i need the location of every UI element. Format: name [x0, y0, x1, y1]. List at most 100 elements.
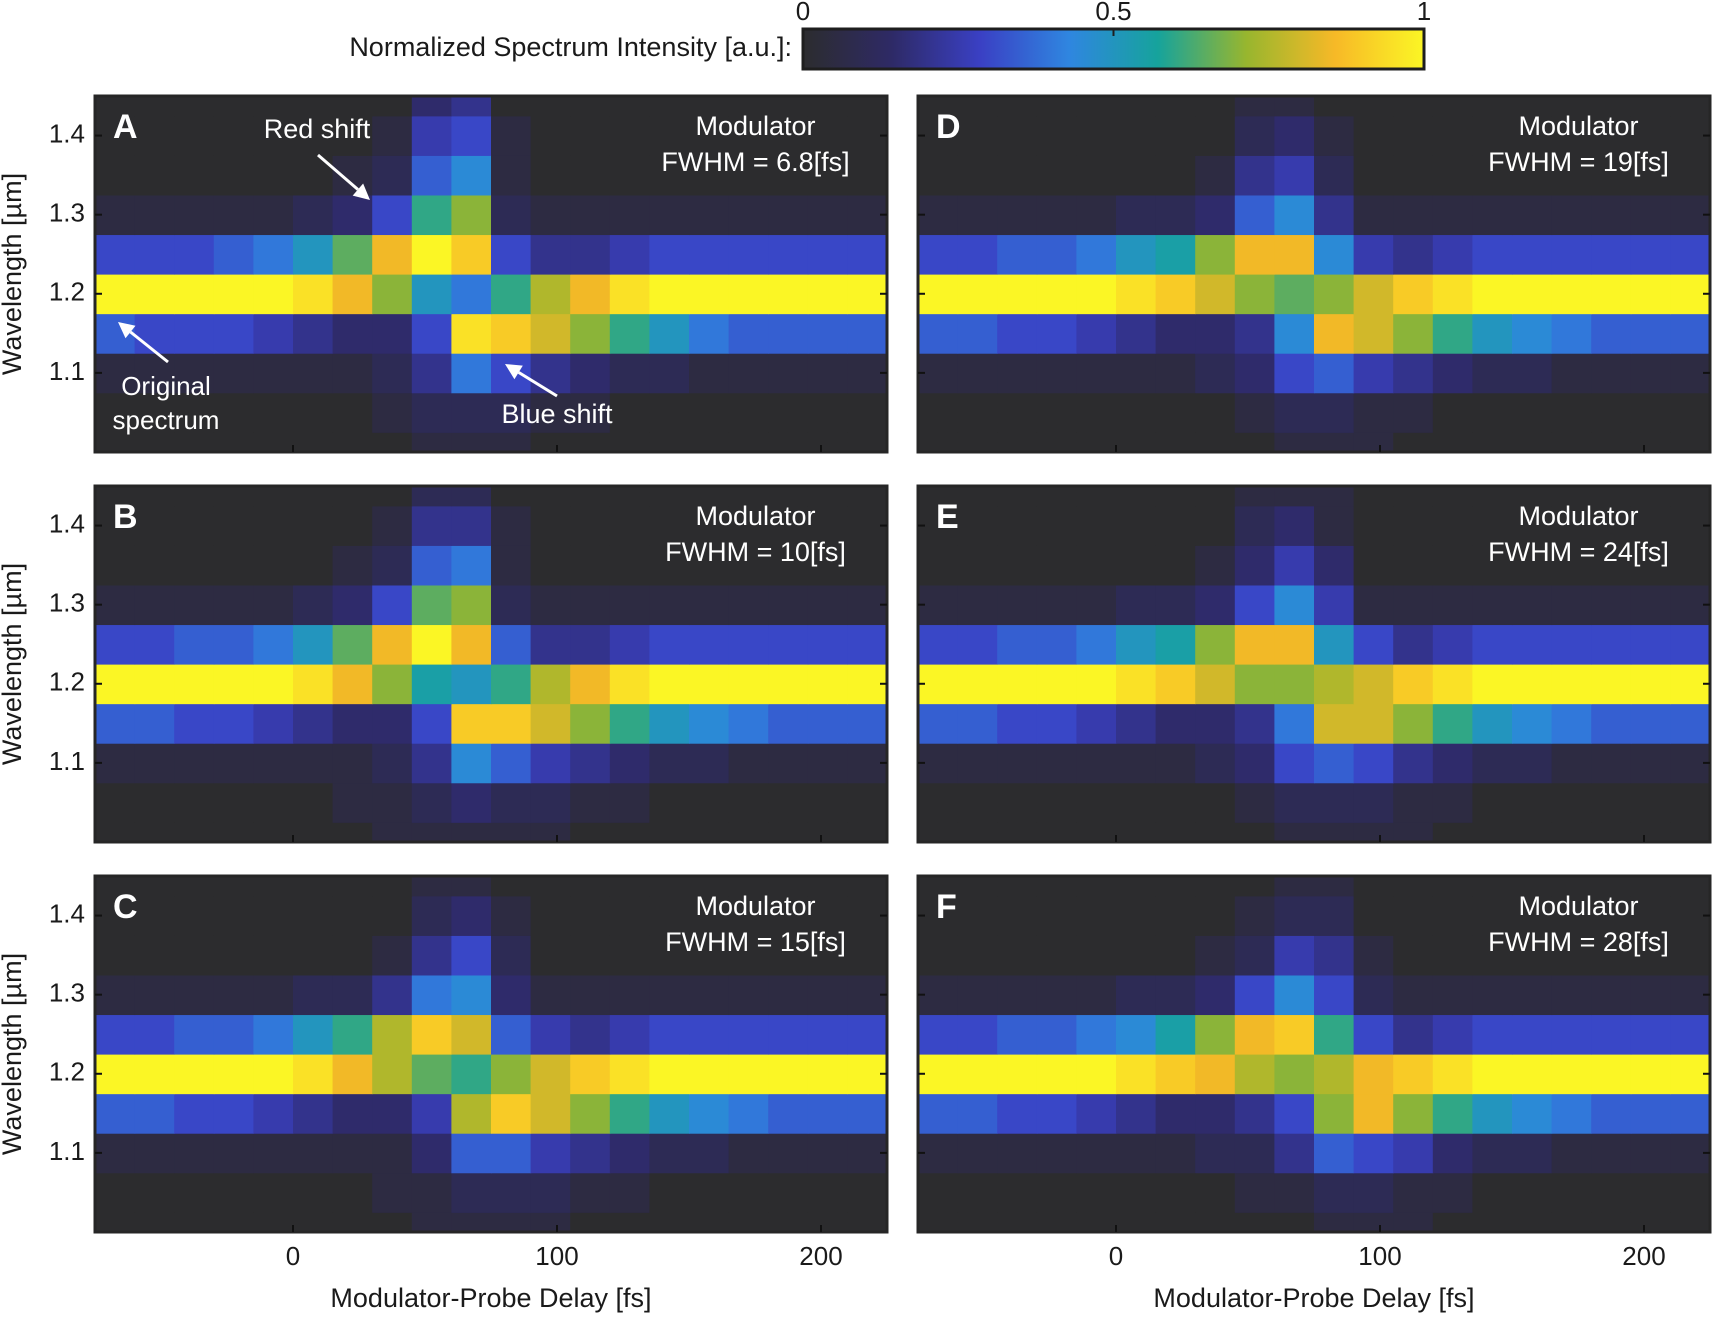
heatmap-cell [1630, 1093, 1671, 1134]
heatmap-cell [1234, 155, 1275, 196]
heatmap-cell [609, 1172, 650, 1213]
heatmap-cell [491, 155, 532, 196]
heatmap-cell [451, 1014, 492, 1055]
heatmap-cell [1630, 96, 1671, 117]
heatmap-cell [1116, 935, 1157, 976]
heatmap-cell [293, 1212, 334, 1232]
heatmap-cell [1314, 545, 1355, 586]
heatmap-cell [1353, 876, 1394, 897]
heatmap-cell [332, 822, 373, 842]
heatmap-cell [1076, 194, 1117, 236]
heatmap-cell [1630, 353, 1671, 394]
heatmap-cell [451, 353, 492, 394]
heatmap-cell [1591, 274, 1632, 315]
heatmap-cell [411, 664, 452, 705]
heatmap-cell [1472, 274, 1513, 315]
heatmap-cell [372, 935, 413, 976]
heatmap-cell [1116, 664, 1157, 705]
heatmap-cell [530, 96, 571, 117]
heatmap-cell [1076, 115, 1117, 156]
heatmap-cell [1432, 194, 1473, 236]
heatmap-cell [1036, 155, 1077, 196]
heatmap-cell [213, 96, 254, 117]
heatmap-cell [1353, 974, 1394, 1016]
heatmap-cell [1551, 1014, 1592, 1055]
heatmap-cell [609, 1212, 650, 1232]
heatmap-cell [918, 545, 959, 586]
heatmap-cell [1155, 1133, 1196, 1174]
heatmap-cell [1472, 584, 1513, 626]
heatmap-cell [1036, 274, 1077, 315]
heatmap-cell [1155, 1054, 1196, 1095]
heatmap-cell [451, 782, 492, 823]
heatmap-cell [1393, 1054, 1434, 1095]
heatmap-cell [411, 624, 452, 665]
heatmap-cell [609, 895, 650, 936]
heatmap-cell [1195, 1212, 1236, 1232]
heatmap-cell [1116, 1054, 1157, 1095]
heatmap-cell [1353, 935, 1394, 976]
heatmap-cell [411, 96, 452, 117]
colorbar-tick-label: 1 [1417, 0, 1431, 26]
heatmap-cell [609, 664, 650, 705]
heatmap-cell [1076, 895, 1117, 936]
heatmap-cell [530, 313, 571, 354]
heatmap-cell [174, 895, 215, 936]
heatmap-cell [1116, 234, 1157, 275]
heatmap-cell [957, 584, 998, 626]
heatmap-cell [1314, 822, 1355, 842]
heatmap-cell [728, 1014, 769, 1055]
heatmap-cell [1076, 505, 1117, 546]
heatmap-cell [957, 703, 998, 744]
heatmap-cell [1155, 822, 1196, 842]
heatmap-cell [570, 392, 611, 433]
heatmap-cell [1472, 353, 1513, 394]
heatmap-cell [134, 115, 175, 156]
heatmap-cell [570, 234, 611, 275]
heatmap-cell [997, 782, 1038, 823]
heatmap-cell [997, 1212, 1038, 1232]
heatmap-cell [689, 935, 730, 976]
heatmap-cell [1630, 115, 1671, 156]
heatmap-cell [1551, 432, 1592, 452]
heatmap-cell [372, 782, 413, 823]
heatmap-cell [174, 935, 215, 976]
heatmap-cell [1591, 194, 1632, 236]
heatmap-cell [293, 274, 334, 315]
heatmap-cell [411, 1212, 452, 1232]
heatmap-cell [728, 1054, 769, 1095]
heatmap-cell [1274, 1014, 1315, 1055]
heatmap-cell [253, 876, 294, 897]
heatmap-cell [1353, 1054, 1394, 1095]
heatmap-cell [253, 895, 294, 936]
heatmap-cell [957, 392, 998, 433]
heatmap-cell [491, 432, 532, 452]
heatmap-cell [609, 155, 650, 196]
heatmap-cell [1076, 1172, 1117, 1213]
heatmap-cell [1512, 505, 1553, 546]
heatmap-cell [1393, 1093, 1434, 1134]
heatmap-cell [332, 1172, 373, 1213]
heatmap-cell [372, 703, 413, 744]
heatmap-cell [253, 935, 294, 976]
panel-label: FWHM = 10[fs] [665, 537, 846, 567]
heatmap-cell [451, 1054, 492, 1095]
heatmap-cell [1195, 353, 1236, 394]
y-axis-label: Wavelength [µm] [0, 173, 27, 375]
heatmap-cell [1432, 115, 1473, 156]
heatmap-cell [1591, 392, 1632, 433]
heatmap-cell [1195, 1054, 1236, 1095]
heatmap-cell [253, 1093, 294, 1134]
heatmap-cell [293, 974, 334, 1016]
heatmap-cell [728, 115, 769, 156]
heatmap-cell [1234, 392, 1275, 433]
heatmap-cell [332, 743, 373, 784]
heatmap-cell [1314, 1054, 1355, 1095]
heatmap-cell [1116, 1212, 1157, 1232]
heatmap-cell [768, 822, 809, 842]
heatmap-cell [1195, 313, 1236, 354]
heatmap-cell [1274, 822, 1315, 842]
panel-frame [93, 874, 889, 1234]
heatmap-cell [1353, 1172, 1394, 1213]
